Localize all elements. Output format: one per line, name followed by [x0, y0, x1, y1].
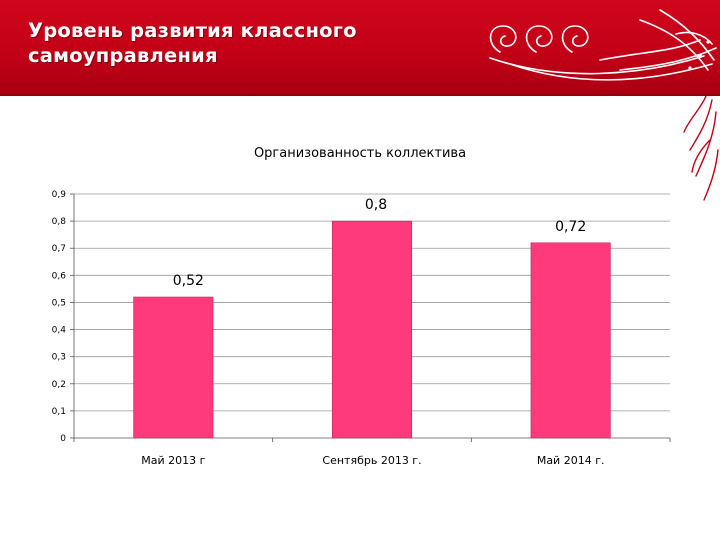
bar-1: [133, 296, 214, 439]
y-tick-label: 0: [60, 434, 66, 444]
slide-title-line-1: Уровень развития классного: [28, 19, 357, 42]
y-tick-label: 0,8: [52, 217, 67, 227]
y-tick-label: 0,5: [52, 298, 66, 308]
data-label: 0,72: [555, 219, 586, 235]
y-tick-label: 0,1: [52, 407, 66, 417]
x-category-label: Сентябрь 2013 г.: [322, 454, 421, 467]
chart-bars: [133, 220, 611, 439]
data-label: 0,8: [365, 197, 387, 213]
y-tick-labels: 0 0,1 0,2 0,3 0,4 0,5 0,6 0,7 0,8 0,9: [52, 190, 67, 444]
y-tick-label: 0,9: [52, 190, 67, 200]
chart-title: Организованность коллектива: [253, 146, 467, 161]
x-category-label: Май 2014 г.: [537, 454, 605, 467]
header-bottom-line: [0, 94, 720, 96]
x-category-labels: Май 2013 г Сентябрь 2013 г. Май 2014 г.: [141, 454, 604, 467]
y-tick-label: 0,4: [52, 326, 67, 336]
x-category-label: Май 2013 г: [141, 454, 205, 467]
slide-header: Уровень развития классного самоуправлени…: [0, 0, 720, 96]
swirl-ornament-icon: [489, 9, 717, 81]
bar-3: [530, 242, 611, 439]
bar-2: [331, 220, 413, 439]
slide-title-line-2: самоуправления: [28, 44, 218, 67]
y-tick-label: 0,2: [52, 380, 66, 390]
data-labels: 0,52 0,8 0,72: [173, 197, 587, 289]
data-label: 0,52: [173, 273, 204, 289]
y-tick-label: 0,3: [52, 353, 66, 363]
y-tick-label: 0,6: [52, 271, 67, 281]
y-tick-label: 0,7: [52, 244, 66, 254]
slide-title: Уровень развития классного самоуправлени…: [28, 18, 448, 68]
